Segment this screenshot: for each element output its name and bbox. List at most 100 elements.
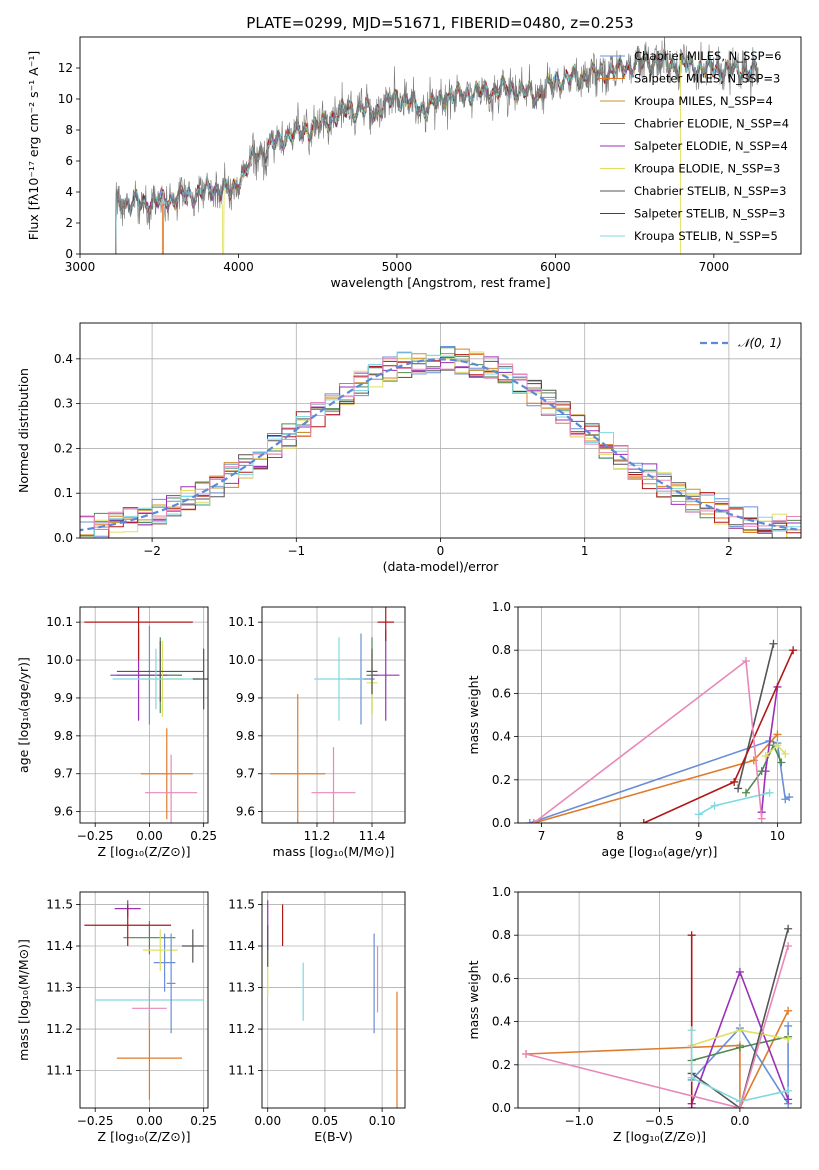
x-tick-label-4: 2 xyxy=(725,544,733,558)
errorbar-point-1 xyxy=(140,728,193,820)
figure-title: PLATE=0299, MJD=51671, FIBERID=0480, z=0… xyxy=(246,14,633,32)
y-tick-label-1: 0.2 xyxy=(492,1058,511,1072)
x-tick-label-1: 11.4 xyxy=(359,829,386,843)
y-tick-label-0: 0.0 xyxy=(54,531,73,545)
axes-frame xyxy=(517,891,802,1109)
errorbar-point-9 xyxy=(166,933,176,1034)
y-tick-label-3: 0.3 xyxy=(54,397,73,411)
weight-marker-7-2 xyxy=(765,788,774,797)
weight-marker-4-1 xyxy=(773,741,782,750)
y-tick-label-5: 10.1 xyxy=(46,615,73,629)
y-tick-label-3: 11.4 xyxy=(46,939,73,953)
panel-age_vs_mass: 11.2 11.4 9.6 9.7 9.8 9.9 10.0 10.1 mass [log₁₀(… xyxy=(228,606,406,859)
y-tick-label-6: 12 xyxy=(58,61,73,75)
axes-frame xyxy=(79,606,209,824)
errorbar-point-6 xyxy=(84,904,172,946)
x-tick-label-1: 0.05 xyxy=(312,1114,339,1128)
y-tick-label-0: 0 xyxy=(65,247,73,261)
x-tick-label-2: 5000 xyxy=(382,260,413,274)
x-tick-label-1: 4000 xyxy=(223,260,254,274)
y-tick-label-3: 6 xyxy=(65,154,73,168)
gaussian-curve xyxy=(80,358,801,532)
errorbar-point-7 xyxy=(112,648,200,710)
weight-marker-0-3 xyxy=(784,1006,793,1015)
errorbar-point-6 xyxy=(84,607,193,661)
weight-marker-7-1 xyxy=(710,801,719,810)
y-tick-label-4: 10.0 xyxy=(228,653,255,667)
plot-area xyxy=(84,607,208,823)
errorbar-point-5 xyxy=(116,641,204,702)
weight-marker-8-2 xyxy=(757,814,766,823)
errorbar-point-9 xyxy=(192,648,208,710)
y-tick-label-3: 11.4 xyxy=(228,939,255,953)
x-tick-label-0: −2 xyxy=(143,544,161,558)
weight-marker-8-0 xyxy=(522,1050,531,1058)
y-tick-label-0: 0.0 xyxy=(492,816,511,830)
x-axis-label: Z [log₁₀(Z/Z⊙)] xyxy=(98,844,191,859)
y-tick-label-2: 11.3 xyxy=(228,981,255,995)
y-tick-label-1: 0.1 xyxy=(54,486,73,500)
errorbar-point-8 xyxy=(145,754,198,823)
y-axis-label: Normed distribution xyxy=(16,368,31,493)
axes-frame xyxy=(517,606,802,824)
y-tick-label-1: 11.2 xyxy=(46,1022,73,1036)
y-axis-label: age [log₁₀(age/yr)] xyxy=(16,657,31,773)
axes-frame xyxy=(261,891,406,1109)
weight-marker-4-2 xyxy=(784,1034,793,1043)
x-tick-label-2: 0.10 xyxy=(369,1114,396,1128)
legend-entry-1: Salpeter MILES, N_SSP=3 xyxy=(634,72,780,86)
x-tick-label-0: 3000 xyxy=(65,260,96,274)
x-axis-label: mass [log₁₀(M/M⊙)] xyxy=(273,844,395,859)
y-tick-label-5: 1.0 xyxy=(492,885,511,899)
weight-marker-6-1 xyxy=(687,931,696,940)
legend-entry-0: Chabrier MILES, N_SSP=6 xyxy=(634,49,781,63)
y-tick-label-3: 0.6 xyxy=(492,971,511,985)
x-axis-label: E(B-V) xyxy=(314,1129,353,1144)
errorbar-point-7 xyxy=(314,637,364,721)
errorbar-point-8 xyxy=(132,987,167,1030)
y-tick-label-1: 9.7 xyxy=(54,767,73,781)
weight-marker-6-0 xyxy=(687,1104,696,1108)
weight-marker-2-3 xyxy=(777,758,786,767)
x-tick-label-1: 0.00 xyxy=(136,1114,163,1128)
weight-series-8 xyxy=(525,945,789,1108)
y-tick-label-2: 11.3 xyxy=(46,981,73,995)
weight-marker-3-1 xyxy=(735,967,744,976)
axes-frame xyxy=(79,322,802,539)
weight-marker-4-1 xyxy=(735,1026,744,1035)
y-tick-label-0: 9.6 xyxy=(54,805,73,819)
weight-series-8 xyxy=(533,659,763,823)
y-tick-label-4: 0.8 xyxy=(492,928,511,942)
y-tick-label-3: 9.9 xyxy=(236,691,255,705)
errorbar-point-3 xyxy=(372,629,400,721)
y-axis-label: mass weight xyxy=(466,675,481,754)
errorbar-point-0 xyxy=(153,933,176,992)
y-tick-label-2: 0.4 xyxy=(492,1015,511,1029)
x-tick-label-1: −1 xyxy=(287,544,305,558)
y-tick-label-1: 11.2 xyxy=(228,1022,255,1036)
x-axis-label: wavelength [Angstrom, rest frame] xyxy=(330,275,550,290)
legend-entry-3: Chabrier ELODIE, N_SSP=4 xyxy=(634,117,789,131)
errorbar-point-6 xyxy=(377,607,394,642)
y-tick-label-3: 9.9 xyxy=(54,691,73,705)
weight-marker-7-0 xyxy=(687,1026,696,1035)
x-tick-label-1: −0.5 xyxy=(645,1114,674,1128)
plot-area xyxy=(80,346,801,538)
y-tick-label-4: 8 xyxy=(65,123,73,137)
x-tick-label-0: 0.00 xyxy=(254,1114,281,1128)
x-tick-label-1: 8 xyxy=(616,829,624,843)
weight-marker-2-0 xyxy=(741,788,750,797)
errorbar-point-5 xyxy=(366,648,378,695)
y-tick-label-4: 0.4 xyxy=(54,352,73,366)
panel-spectrum: 3000 4000 5000 6000 7000 0 2 4 6 8 10 12 wavelength … xyxy=(26,36,802,290)
x-tick-label-2: 0.25 xyxy=(190,1114,217,1128)
weight-marker-3-1 xyxy=(761,767,770,776)
y-tick-label-2: 9.8 xyxy=(54,729,73,743)
panel-weight_vs_Z: −1.0 −0.5 0.0 0.0 0.2 0.4 0.6 0.8 1.0 Z [log₁₀(Z/… xyxy=(466,885,802,1144)
weight-marker-1-3 xyxy=(784,1021,793,1030)
legend-gaussian-label: 𝒩(0, 1) xyxy=(738,336,782,350)
x-tick-label-0: −0.25 xyxy=(77,829,114,843)
weight-marker-2-1 xyxy=(735,1043,744,1052)
plot-area xyxy=(84,900,204,1100)
x-tick-label-3: 6000 xyxy=(540,260,571,274)
